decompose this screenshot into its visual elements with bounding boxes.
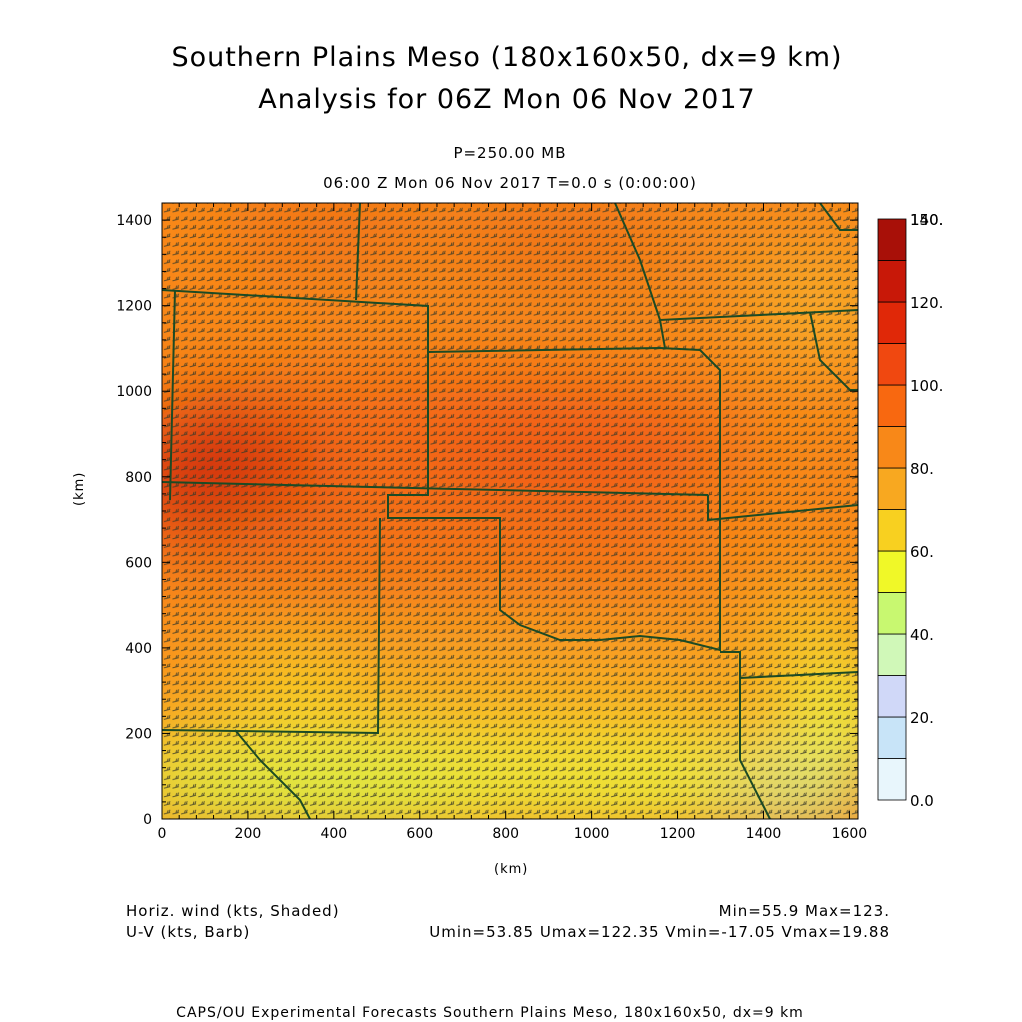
colorbar-swatch xyxy=(877,716,907,759)
pressure-level: P=250.00 MB xyxy=(453,144,567,162)
colorbar-swatch xyxy=(877,509,907,552)
y-tick-label: 0 xyxy=(143,812,152,828)
y-tick-label: 1200 xyxy=(116,299,152,315)
colorbar-swatch xyxy=(877,343,907,386)
colorbar-swatch xyxy=(877,633,907,676)
x-tick-label: 200 xyxy=(235,826,262,842)
wind-speed-field xyxy=(162,203,858,819)
y-tick-label: 400 xyxy=(125,641,152,657)
colorbar-swatch xyxy=(877,675,907,718)
colorbar-label: 150. xyxy=(910,211,943,229)
x-axis-label: (km) xyxy=(494,862,529,877)
colorbar-swatch xyxy=(877,301,907,344)
colorbar-swatch xyxy=(877,426,907,469)
credit-line: CAPS/OU Experimental Forecasts Southern … xyxy=(176,1005,804,1021)
y-tick-label: 600 xyxy=(125,555,152,571)
x-tick-label: 1200 xyxy=(660,826,696,842)
colorbar-label: 60. xyxy=(910,543,934,561)
colorbar-swatch xyxy=(877,260,907,303)
x-tick-label: 1000 xyxy=(574,826,610,842)
colorbar-label: 80. xyxy=(910,460,934,478)
valid-time: 06:00 Z Mon 06 Nov 2017 T=0.0 s (0:00:00… xyxy=(323,174,697,192)
colorbar-swatch xyxy=(877,550,907,593)
colorbar-label: 120. xyxy=(910,294,943,312)
colorbar-label: 40. xyxy=(910,626,934,644)
colorbar-label: 100. xyxy=(910,377,943,395)
y-tick-label: 200 xyxy=(125,726,152,742)
colorbar-swatch xyxy=(877,467,907,510)
colorbar xyxy=(877,218,907,801)
y-tick-label: 1400 xyxy=(116,213,152,229)
axis-tick-labels: 0 200 400 600 800 1000 1200 1400 1600 0 200 400 600 8… xyxy=(116,213,867,842)
x-tick-label: 600 xyxy=(406,826,433,842)
colorbar-label: 20. xyxy=(910,709,934,727)
colorbar-swatch xyxy=(877,592,907,635)
colorbar-label: 140. xyxy=(910,211,943,229)
colorbar-labels: 0.0 20. 40. 60. 80. 100. 120. 140.150. xyxy=(910,211,943,810)
y-tick-label: 800 xyxy=(125,470,152,486)
x-tick-label: 0 xyxy=(158,826,167,842)
min-max-stats: Min=55.9 Max=123. xyxy=(718,902,890,920)
x-tick-label: 1400 xyxy=(746,826,782,842)
field-description-shaded: Horiz. wind (kts, Shaded) xyxy=(126,902,340,920)
uv-stats: Umin=53.85 Umax=122.35 Vmin=-17.05 Vmax=… xyxy=(429,923,890,941)
colorbar-swatch xyxy=(877,758,907,801)
state-boundaries xyxy=(162,203,858,819)
axis-ticks xyxy=(161,202,858,820)
colorbar-label: 0.0 xyxy=(910,792,934,810)
x-tick-label: 400 xyxy=(320,826,347,842)
title-line-1: Southern Plains Meso (180x160x50, dx=9 k… xyxy=(171,42,843,73)
colorbar-swatch xyxy=(877,218,907,261)
y-tick-label: 1000 xyxy=(116,384,152,400)
x-tick-label: 1600 xyxy=(832,826,868,842)
colorbar-swatch xyxy=(877,384,907,427)
y-axis-label: (km) xyxy=(72,471,87,506)
title-line-2: Analysis for 06Z Mon 06 Nov 2017 xyxy=(258,84,756,115)
x-tick-label: 800 xyxy=(492,826,519,842)
field-description-barb: U-V (kts, Barb) xyxy=(126,923,251,941)
